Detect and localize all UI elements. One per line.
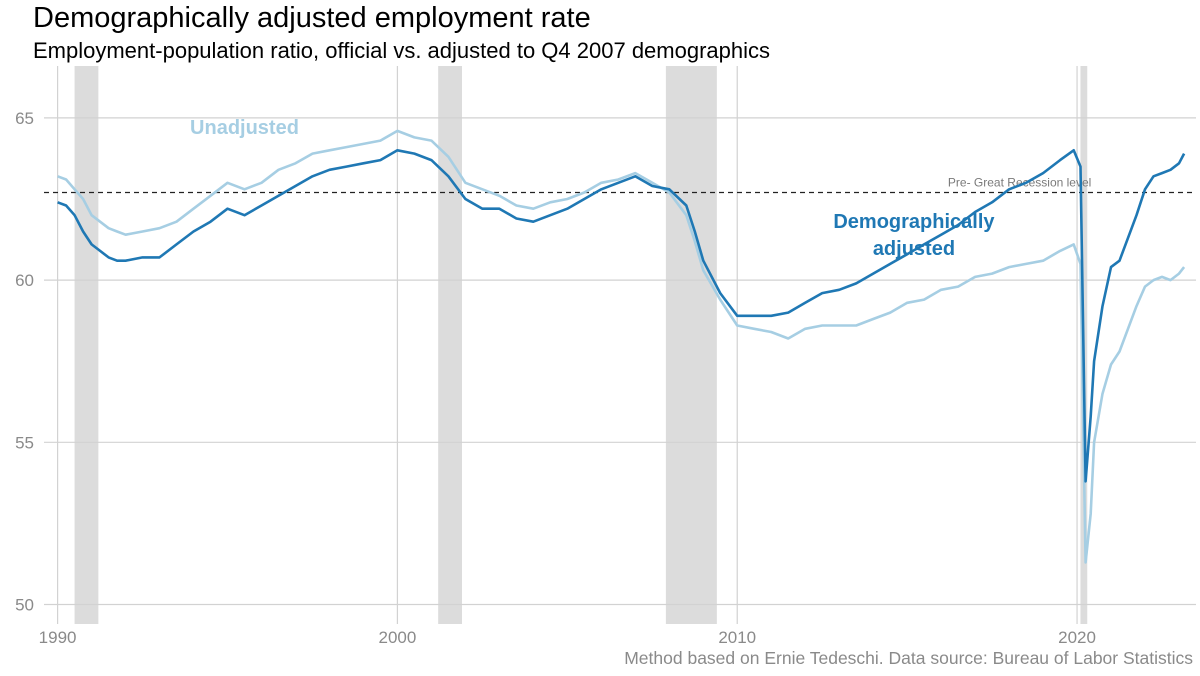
series-line-unadjusted [57,129,1186,564]
series-label-line: Demographically [833,211,995,233]
x-tick-label-2000: 2000 [379,628,417,647]
recession-band-1 [438,66,462,624]
x-tick-labels: 1990 2000 2010 2020 [39,628,1096,647]
series-label-line: adjusted [873,238,955,260]
series-labels: Unadjusted Demographically adjusted [190,117,995,260]
y-tick-label-55: 55 [15,433,34,452]
x-tick-label-2020: 2020 [1058,628,1096,647]
y-tick-label-65: 65 [15,109,34,128]
recession-band-2 [665,66,717,624]
recession-band-0 [74,66,99,624]
x-tick-label-2010: 2010 [718,628,756,647]
grid-lines [44,66,1196,624]
recession-bands [74,66,1088,624]
y-tick-labels: 50 55 60 65 [15,109,34,615]
series-label-unadjusted: Unadjusted [190,117,299,139]
y-tick-label-60: 60 [15,271,34,290]
y-tick-label-50: 50 [15,596,34,615]
chart-subtitle: Employment-population ratio, official vs… [33,38,771,63]
x-tick-label-1990: 1990 [39,628,77,647]
reference-line-group: Pre- Great Recession level [44,176,1196,194]
series-lines [57,129,1186,564]
series-line-adjusted [57,149,1186,483]
reference-line-label: Pre- Great Recession level [948,176,1091,190]
series-label-line: Unadjusted [190,117,299,139]
series-label-adjusted: Demographically adjusted [833,211,995,260]
chart-caption: Method based on Ernie Tedeschi. Data sou… [624,648,1193,668]
chart-title: Demographically adjusted employment rate [33,2,591,34]
